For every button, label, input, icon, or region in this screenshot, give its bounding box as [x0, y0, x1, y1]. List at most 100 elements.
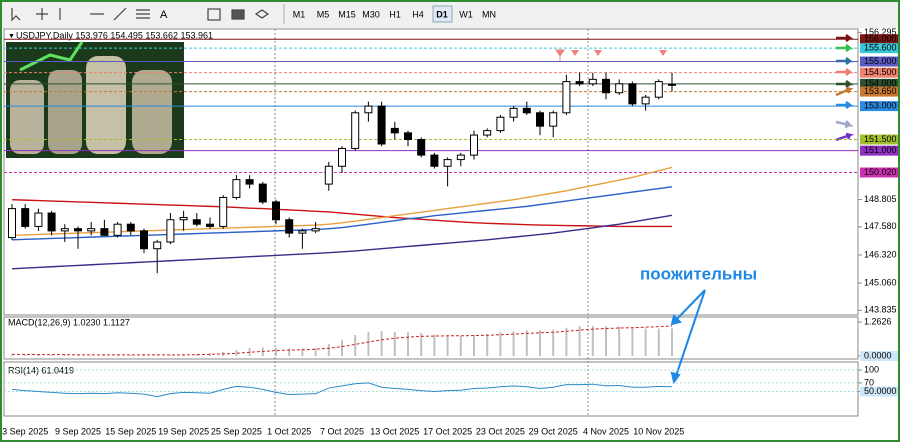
timeframe-button[interactable]: H1	[389, 9, 401, 19]
macd-bar	[301, 348, 304, 356]
candle-body	[126, 223, 135, 232]
candle-body	[219, 196, 228, 227]
main-frame	[3, 28, 859, 316]
candle-body	[258, 183, 267, 203]
candle-body	[615, 83, 624, 94]
macd-bar	[275, 347, 277, 356]
level-box	[860, 145, 898, 156]
macd-bar	[407, 332, 409, 356]
level-label: 151.000	[864, 145, 897, 155]
macd-bar	[512, 331, 515, 356]
macd-bar	[605, 326, 607, 356]
macd-bar	[657, 328, 660, 356]
macd-bar	[552, 329, 555, 356]
level-label: 155.600	[864, 43, 897, 53]
macd-bar	[486, 333, 489, 356]
candle-body	[140, 230, 148, 250]
y-tick-label: 156.295	[864, 27, 897, 37]
y-tick-label: 148.805	[864, 194, 897, 204]
annotation: поожительны	[640, 264, 757, 283]
candle-body	[562, 81, 571, 114]
macd-bar	[499, 332, 502, 356]
macd-bar	[354, 334, 357, 356]
macd-frame	[3, 316, 859, 360]
timeframe-button[interactable]: H4	[412, 9, 424, 19]
rsi-line	[11, 382, 673, 398]
candle-body	[272, 201, 280, 221]
tick-box	[860, 386, 898, 397]
y-tick-label: 70	[864, 377, 874, 387]
timeframe-button[interactable]: M15	[338, 9, 356, 19]
y-tick-label: 146.320	[864, 249, 897, 259]
macd-bar	[169, 355, 172, 356]
level-label: 150.020	[864, 167, 897, 177]
candle-body	[166, 219, 175, 243]
level-box	[860, 134, 898, 145]
svg-text:▼: ▼	[8, 33, 15, 40]
level-box	[860, 67, 898, 78]
macd-bar	[671, 328, 673, 356]
candle-body	[404, 132, 412, 141]
candle-body	[34, 212, 43, 227]
candle-body	[285, 219, 294, 234]
macd-bar	[77, 355, 79, 356]
candle-body	[87, 228, 96, 232]
candle-body	[417, 139, 426, 156]
candle-body	[74, 228, 82, 232]
svg-text:A: A	[160, 9, 168, 21]
candle-body	[21, 208, 30, 227]
macd-bar	[420, 333, 423, 356]
y-tick-label: 145.060	[864, 277, 897, 287]
macd-bar	[143, 355, 145, 356]
level-box	[860, 43, 898, 54]
candle-body	[153, 241, 162, 250]
candle-body	[496, 116, 505, 132]
y-tick-label: 50.0000	[864, 386, 897, 396]
macd-bar	[380, 331, 383, 356]
candle-body	[602, 78, 610, 94]
timeframe-button[interactable]: M30	[362, 9, 380, 19]
x-tick-label: 4 Nov 2025	[583, 426, 629, 436]
candle-body	[8, 208, 16, 239]
candle-body	[575, 81, 584, 85]
candle-body	[509, 107, 518, 118]
macd-bar	[116, 355, 119, 356]
level-label: 153.000	[864, 100, 897, 110]
x-tick-label: 23 Oct 2025	[476, 426, 525, 436]
candle-body	[483, 130, 492, 136]
candle-body	[245, 179, 254, 185]
timeframe-button[interactable]: MN	[482, 9, 496, 19]
candle-body	[430, 154, 439, 167]
candle-body	[179, 217, 188, 221]
candle-body	[456, 154, 465, 161]
moving-average	[11, 186, 673, 241]
macd-bar	[156, 355, 159, 356]
timeframe-button[interactable]: M1	[293, 9, 306, 19]
thumbnail	[6, 41, 184, 158]
macd-bar	[103, 355, 106, 356]
level-label: 154.000	[864, 78, 897, 88]
moving-average	[11, 198, 672, 228]
x-tick-label: 10 Nov 2025	[633, 426, 684, 436]
macd-bar	[459, 335, 462, 356]
macd-bar	[393, 331, 396, 356]
macd-bar	[90, 355, 93, 356]
level-box	[860, 56, 898, 67]
macd-bar	[473, 334, 475, 356]
toolbar-icons: A	[11, 4, 285, 24]
candle-body	[390, 127, 399, 134]
level-label: 153.650	[864, 86, 897, 96]
x-tick-label: 29 Oct 2025	[529, 426, 578, 436]
x-tick-label: 1 Oct 2025	[267, 426, 311, 436]
annotation-arrows	[670, 289, 706, 385]
timeframe-button[interactable]: M5	[317, 9, 330, 19]
timeframe-button[interactable]: W1	[459, 9, 473, 19]
macd-bar	[591, 325, 594, 356]
candle-body	[100, 228, 109, 236]
y-tick-label: 143.835	[864, 305, 897, 315]
tick-box	[860, 351, 898, 361]
macd-bar	[288, 348, 291, 356]
timeframe-button[interactable]: D1	[436, 9, 448, 19]
macd-bar	[525, 330, 528, 356]
